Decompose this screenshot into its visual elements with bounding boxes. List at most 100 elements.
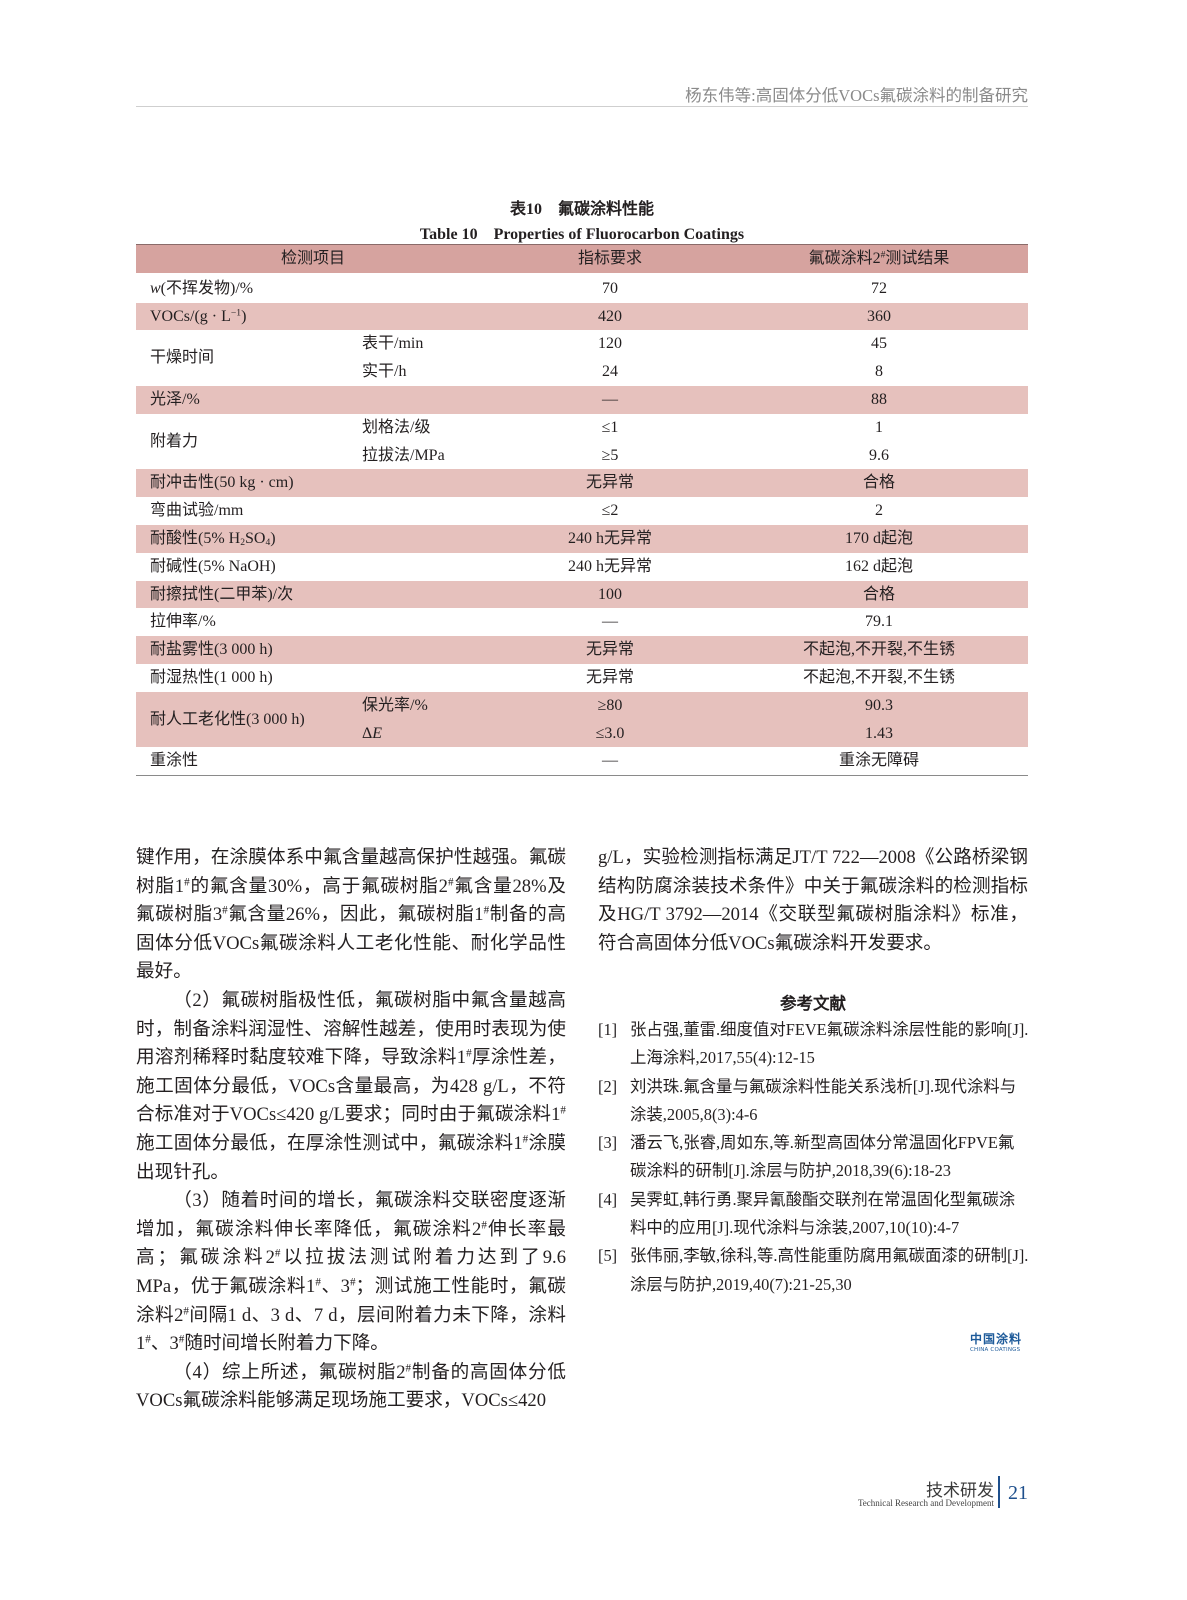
sub-item-cell: 表干/min: [362, 335, 424, 353]
sub-item-cell: 实干/h: [362, 363, 407, 381]
result-cell: 不起泡,不开裂,不生锈: [802, 668, 955, 686]
table-row: 附着力 划格法/级 ≤1 1: [136, 414, 1028, 450]
sub-item-cell: [362, 580, 490, 609]
reference-item: [1] 张占强,董雷.细度值对FEVE氟碳涂料涂层性能的影响[J].上海涂料,20…: [598, 1016, 1030, 1073]
result-cell: 90.3: [730, 691, 1028, 720]
footer-section-en: Technical Research and Development: [857, 1498, 994, 1508]
result-cell: 合格: [730, 469, 1028, 498]
table-caption-en: Table 10 Properties of Fluorocarbon Coat…: [419, 226, 745, 243]
table-row: 拉伸率/% — 79.1: [136, 608, 1028, 636]
sub-item-cell: [362, 608, 490, 636]
paragraph: g/L，实验检测指标满足JT/T 722—2008《公路桥梁钢结构防腐涂装技术条…: [598, 847, 1028, 954]
paragraph: 键作用，在涂膜体系中氟含量越高保护性越强。氟碳树脂1#的氟含量30%，高于氟碳树…: [136, 847, 566, 983]
footer-divider: [998, 1476, 1000, 1508]
reference-text: 张占强,董雷.细度值对FEVE氟碳涂料涂层性能的影响[J].上海涂料,2017,…: [630, 1020, 1029, 1068]
reference-number: [5]: [598, 1246, 618, 1266]
item-cell: 干燥时间: [150, 349, 215, 367]
table-caption-cn: 表10 氟碳涂料性能: [509, 201, 654, 218]
sub-item-cell: [362, 274, 490, 303]
logo-text-cn: 中国涂料: [970, 1332, 1023, 1346]
item-cell: 光泽/%: [136, 385, 362, 414]
reference-number: [1]: [598, 1020, 618, 1039]
reference-item: [3] 潘云飞,张睿,周如东,等.新型高固体分常温固化FPVE氟碳涂料的研制[J]…: [598, 1129, 1030, 1186]
table-row: 耐人工老化性(3 000 h) 保光率/% ≥80 90.3: [136, 691, 1028, 748]
paragraph: （2）氟碳树脂极性低，氟碳树脂中氟含量越高时，制备涂料润湿性、溶解性越差，使用时…: [136, 989, 566, 1183]
requirement-cell: —: [490, 385, 730, 414]
header-rule: [136, 106, 1028, 107]
result-cell: 1: [875, 418, 883, 436]
requirement-cell: 240 h无异常: [490, 524, 730, 553]
item-cell: 耐湿热性(1 000 h): [150, 668, 273, 686]
sub-item-cell: [362, 747, 490, 775]
reference-text: 吴霁虹,韩行勇.聚异氰酸酯交联剂在常温固化型氟碳涂料中的应用[J].现代涂料与涂…: [630, 1189, 1016, 1238]
requirement-cell: 70: [602, 279, 618, 297]
table-row: ΔE ≤3.0 1.43: [136, 719, 1028, 748]
reference-item: [4] 吴霁虹,韩行勇.聚异氰酸酯交联剂在常温固化型氟碳涂料中的应用[J].现代涂…: [598, 1186, 1030, 1243]
result-cell: 合格: [730, 580, 1028, 609]
table-row: 实干/h 24 8: [136, 358, 1028, 386]
column-header: 氟碳涂料2#测试结果: [730, 244, 1028, 275]
item-cell: 拉伸率/%: [150, 613, 216, 631]
table-row: 光泽/% —88: [136, 385, 1028, 414]
reference-text: 刘洪珠.氟含量与氟碳涂料性能关系浅析[J].现代涂料与涂装,2005,8(3):…: [630, 1076, 1017, 1124]
sub-item-cell: [362, 385, 490, 414]
body-column-right: g/L，实验检测指标满足JT/T 722—2008《公路桥梁钢结构防腐涂装技术条…: [598, 844, 1028, 958]
table-row: 耐酸性(5% H2SO4) 240 h无异常 170 d起泡: [136, 524, 1028, 553]
table-row: 拉拔法/MPa ≥5 9.6: [136, 442, 1028, 470]
requirement-cell: 100: [490, 580, 730, 609]
table-row: 重涂性 — 重涂无障碍: [136, 747, 1028, 775]
reference-item: [5] 张伟丽,李敏,徐科,等.高性能重防腐用氟碳面漆的研制[J].涂层与防护,2…: [598, 1242, 1030, 1299]
requirement-cell: 24: [602, 363, 618, 381]
page-number: 21: [1008, 1482, 1028, 1504]
table-row: 耐碱性(5% NaOH) 240 h无异常 162 d起泡: [136, 553, 1028, 581]
properties-table: 检测项目 指标要求 氟碳涂料2#测试结果 w(不挥发物)/% 70 72 VOCs/(…: [136, 244, 1028, 777]
paragraph: （3）随着时间的增长，氟碳涂料交联密度逐渐增加，氟碳涂料伸长率降低，氟碳涂料2#…: [136, 1190, 566, 1355]
body-column-left: 键作用，在涂膜体系中氟含量越高保护性越强。氟碳树脂1#的氟含量30%，高于氟碳树…: [136, 844, 566, 1416]
item-cell: VOCs/(g · L−1): [136, 302, 362, 331]
requirement-cell: —: [602, 752, 618, 770]
table-row: 干燥时间 表干/min 120 45: [136, 330, 1028, 366]
reference-number: [4]: [598, 1189, 618, 1209]
result-cell: 170 d起泡: [730, 524, 1028, 553]
column-header: 检测项目: [136, 244, 490, 275]
result-cell: 2: [875, 502, 883, 520]
result-cell: 45: [871, 335, 887, 353]
table-header-row: 检测项目 指标要求 氟碳涂料2#测试结果: [136, 244, 1028, 275]
column-header: 指标要求: [490, 244, 730, 275]
requirement-cell: 无异常: [490, 469, 730, 498]
requirement-cell: ≤1: [601, 418, 619, 436]
item-cell: 重涂性: [150, 752, 199, 770]
item-cell: 耐人工老化性(3 000 h): [136, 691, 362, 748]
table-row: 耐擦拭性(二甲苯)/次 100 合格: [136, 580, 1028, 609]
result-cell: 162 d起泡: [844, 557, 913, 575]
paragraph: （4）综上所述，氟碳树脂2#制备的高固体分低VOCs氟碳涂料能够满足现场施工要求…: [136, 1361, 566, 1412]
sub-item-cell: [362, 636, 490, 664]
requirement-cell: —: [602, 613, 618, 631]
table-row: 耐盐雾性(3 000 h) 无异常 不起泡,不开裂,不生锈: [136, 636, 1028, 664]
table-row: 耐冲击性(50 kg · cm) 无异常 合格: [136, 469, 1028, 498]
item-cell: w(不挥发物)/%: [150, 279, 254, 297]
result-cell: 72: [871, 279, 887, 297]
reference-text: 潘云飞,张睿,周如东,等.新型高固体分常温固化FPVE氟碳涂料的研制[J].涂层…: [630, 1133, 1015, 1181]
running-header: 杨东伟等:高固体分低VOCs氟碳涂料的制备研究: [685, 86, 1028, 105]
sub-item-cell: [362, 497, 490, 525]
result-cell: 88: [730, 385, 1028, 414]
sub-item-cell: 拉拔法/MPa: [362, 446, 445, 464]
china-coatings-logo: 中国涂料 CHINA COATINGS: [970, 1330, 1030, 1353]
references-heading: 参考文献: [780, 994, 846, 1013]
item-cell: 耐酸性(5% H2SO4): [136, 524, 362, 553]
result-cell: 不起泡,不开裂,不生锈: [730, 636, 1028, 664]
sub-item-cell: [362, 469, 490, 498]
result-cell: 8: [875, 363, 883, 381]
requirement-cell: 无异常: [585, 668, 634, 686]
reference-text: 张伟丽,李敏,徐科,等.高性能重防腐用氟碳面漆的研制[J].涂层与防护,2019…: [630, 1246, 1029, 1294]
requirement-cell: ≥80: [490, 691, 730, 720]
sub-item-cell: [362, 553, 490, 581]
table-row: w(不挥发物)/% 70 72: [136, 274, 1028, 303]
item-cell: 耐碱性(5% NaOH): [150, 557, 276, 575]
sub-item-cell: 保光率/%: [362, 691, 490, 720]
requirement-cell: ≥5: [601, 446, 619, 464]
item-cell: 耐擦拭性(二甲苯)/次: [136, 580, 362, 609]
requirement-cell: 420: [490, 302, 730, 331]
reference-item: [2] 刘洪珠.氟含量与氟碳涂料性能关系浅析[J].现代涂料与涂装,2005,8(…: [598, 1073, 1030, 1130]
